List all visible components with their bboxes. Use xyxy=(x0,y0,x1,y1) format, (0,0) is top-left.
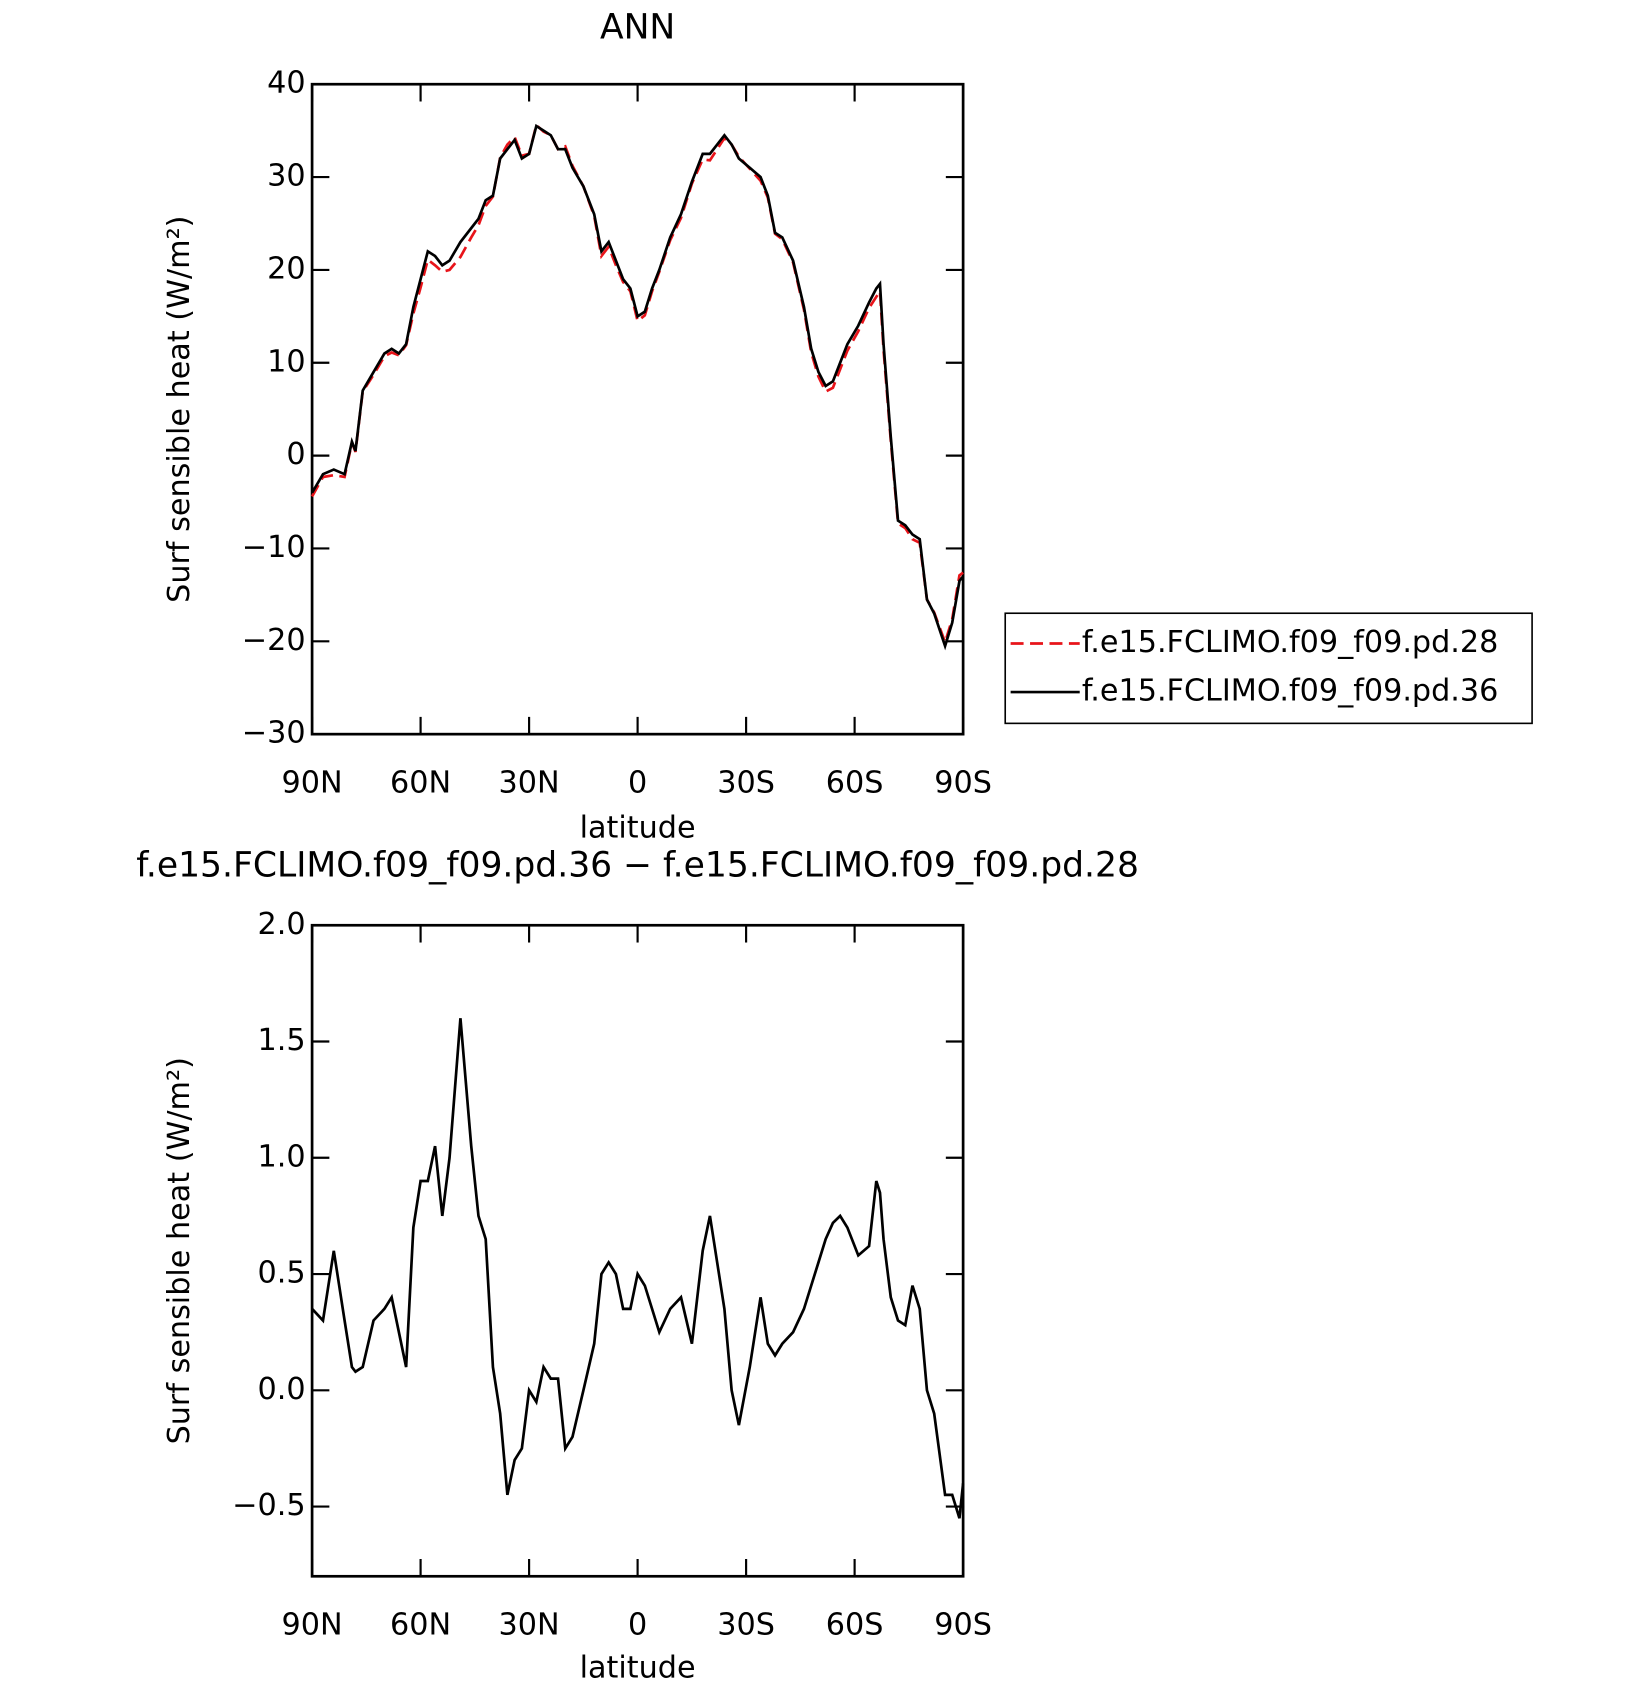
x-tick-label: 90N xyxy=(282,1607,343,1642)
plot-frame xyxy=(310,82,965,736)
x-axis-label: latitude xyxy=(580,811,696,846)
y-tick-label: 1.0 xyxy=(258,1139,306,1174)
y-axis-label: Surf sensible heat (W/m²) xyxy=(162,1057,197,1444)
x-tick-label: 30N xyxy=(499,765,560,800)
x-tick-label: 30N xyxy=(499,1607,560,1642)
data-line xyxy=(310,123,965,651)
y-tick-label: 1.5 xyxy=(258,1023,306,1058)
y-tick-label: −0.5 xyxy=(232,1488,305,1523)
legend-box xyxy=(1004,612,1533,725)
y-tick-label: 0 xyxy=(286,437,305,472)
x-tick-label: 60N xyxy=(390,1607,451,1642)
x-tick-label: 30S xyxy=(717,1607,775,1642)
data-line xyxy=(310,122,964,647)
chart-title: f.e15.FCLIMO.f09_f09.pd.36 − f.e15.FCLIM… xyxy=(136,845,1139,885)
legend-label: f.e15.FCLIMO.f09_f09.pd.28 xyxy=(1082,625,1498,660)
y-tick-label: −20 xyxy=(242,623,306,658)
x-tick-label: 60S xyxy=(826,765,884,800)
x-axis-label: latitude xyxy=(580,1651,696,1686)
y-tick-label: 10 xyxy=(267,344,305,379)
x-tick-label: 0 xyxy=(628,1607,647,1642)
data-line xyxy=(311,1018,965,1519)
y-tick-label: 20 xyxy=(267,251,305,286)
x-tick-label: 60N xyxy=(390,765,451,800)
y-tick-label: 30 xyxy=(267,159,305,194)
x-tick-label: 0 xyxy=(628,765,647,800)
y-tick-label: 0.5 xyxy=(258,1256,306,1291)
y-tick-label: −30 xyxy=(242,716,306,751)
y-tick-label: −10 xyxy=(242,530,306,565)
x-tick-label: 90N xyxy=(282,765,343,800)
legend-label: f.e15.FCLIMO.f09_f09.pd.36 xyxy=(1082,674,1498,709)
x-tick-label: 90S xyxy=(934,765,992,800)
y-tick-label: 0.0 xyxy=(258,1372,306,1407)
y-tick-label: 2.0 xyxy=(258,907,306,942)
y-axis-label: Surf sensible heat (W/m²) xyxy=(162,216,197,603)
chart-title: ANN xyxy=(600,8,675,48)
x-tick-label: 60S xyxy=(826,1607,884,1642)
x-tick-label: 30S xyxy=(717,765,775,800)
y-tick-label: 40 xyxy=(267,66,305,101)
x-tick-label: 90S xyxy=(934,1607,992,1642)
